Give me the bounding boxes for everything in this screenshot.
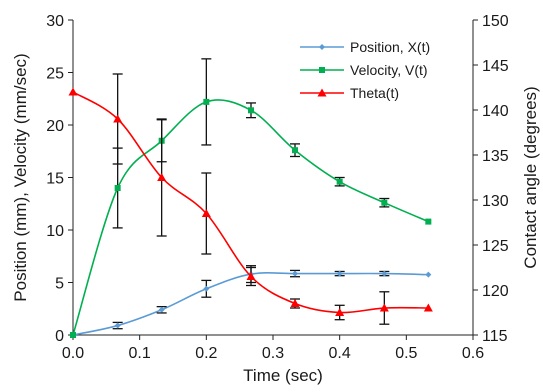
legend-swatch-marker — [319, 44, 325, 50]
data-point — [336, 178, 343, 185]
y-left-tick-label: 25 — [46, 66, 64, 83]
x-axis-title: Time (sec) — [243, 366, 323, 385]
data-point — [425, 271, 432, 278]
y-right-tick-label: 140 — [482, 103, 509, 120]
series-group — [68, 58, 433, 338]
data-point — [248, 107, 254, 114]
data-point — [68, 87, 78, 96]
y-left-tick-label: 5 — [55, 276, 64, 293]
x-tick-label: 0.4 — [329, 345, 351, 362]
data-point — [379, 303, 389, 312]
y-right-tick-label: 145 — [482, 58, 509, 75]
legend-item-velocity-v-t: Velocity, V(t) — [300, 62, 428, 78]
data-point — [292, 270, 298, 277]
series-theta-t — [68, 73, 433, 325]
legend-swatch-marker — [317, 88, 327, 97]
data-point — [203, 285, 210, 292]
y-left-tick-label: 30 — [46, 13, 64, 30]
data-point — [292, 147, 298, 154]
x-tick-label: 0.6 — [462, 345, 484, 362]
legend-label: Theta(t) — [350, 85, 399, 101]
y-right-tick-label: 120 — [482, 283, 509, 300]
data-point — [201, 209, 211, 217]
x-tick-label: 0.2 — [195, 345, 217, 362]
y-axis-right-title: Contact angle (degrees) — [521, 86, 540, 268]
series-line — [72, 99, 429, 336]
y-right-tick-label: 125 — [482, 238, 509, 255]
x-tick-label: 0.3 — [262, 345, 284, 362]
data-point — [423, 303, 433, 312]
data-point — [336, 270, 343, 277]
y-left-tick-label: 10 — [46, 223, 64, 240]
y-right-tick-label: 115 — [482, 328, 508, 345]
x-tick-label: 0.0 — [62, 345, 84, 362]
data-point — [113, 114, 123, 123]
legend-item-position-x-t: Position, X(t) — [300, 39, 430, 55]
legend-swatch-marker — [319, 67, 325, 73]
data-point — [290, 299, 300, 307]
data-point — [158, 306, 165, 313]
data-point — [335, 308, 345, 316]
y-left-tick-label: 0 — [55, 328, 64, 345]
data-point — [425, 218, 432, 225]
y-axis-left-title: Position (mm), Velocity (mm/sec) — [11, 53, 30, 301]
data-point — [203, 98, 210, 105]
x-tick-label: 0.5 — [395, 345, 417, 362]
y-left-tick-label: 20 — [46, 118, 64, 135]
data-point — [381, 199, 388, 206]
y-right-tick-label: 150 — [482, 13, 509, 30]
data-point — [246, 272, 256, 280]
data-point — [157, 173, 167, 181]
legend-label: Velocity, V(t) — [350, 62, 428, 78]
data-point — [70, 332, 76, 338]
data-point — [114, 322, 121, 329]
y-right-tick-label: 135 — [482, 148, 509, 165]
data-point — [114, 185, 121, 191]
axes-group: 0.0 0.1 0.2 0.3 0.4 0.5 0.6 0 5 10 15 20 25 30 115 120 1… — [11, 13, 540, 385]
y-right-tick-label: 130 — [482, 193, 509, 210]
x-tick-label: 0.1 — [129, 345, 151, 362]
data-point — [381, 270, 388, 277]
legend: Position, X(t) Velocity, V(t) Theta(t) — [300, 39, 430, 101]
legend-item-theta-t: Theta(t) — [300, 85, 399, 101]
y-left-tick-label: 15 — [46, 171, 64, 188]
legend-label: Position, X(t) — [350, 39, 430, 55]
